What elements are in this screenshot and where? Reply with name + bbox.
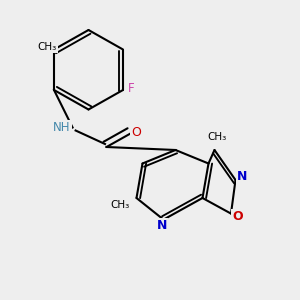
Text: F: F: [128, 82, 135, 95]
Text: CH₃: CH₃: [38, 41, 57, 52]
Text: CH₃: CH₃: [207, 132, 226, 142]
Text: N: N: [157, 219, 167, 232]
Text: CH₃: CH₃: [110, 200, 130, 210]
Text: O: O: [232, 210, 243, 223]
Text: O: O: [131, 125, 141, 139]
Text: NH: NH: [53, 121, 71, 134]
Text: N: N: [237, 170, 247, 184]
